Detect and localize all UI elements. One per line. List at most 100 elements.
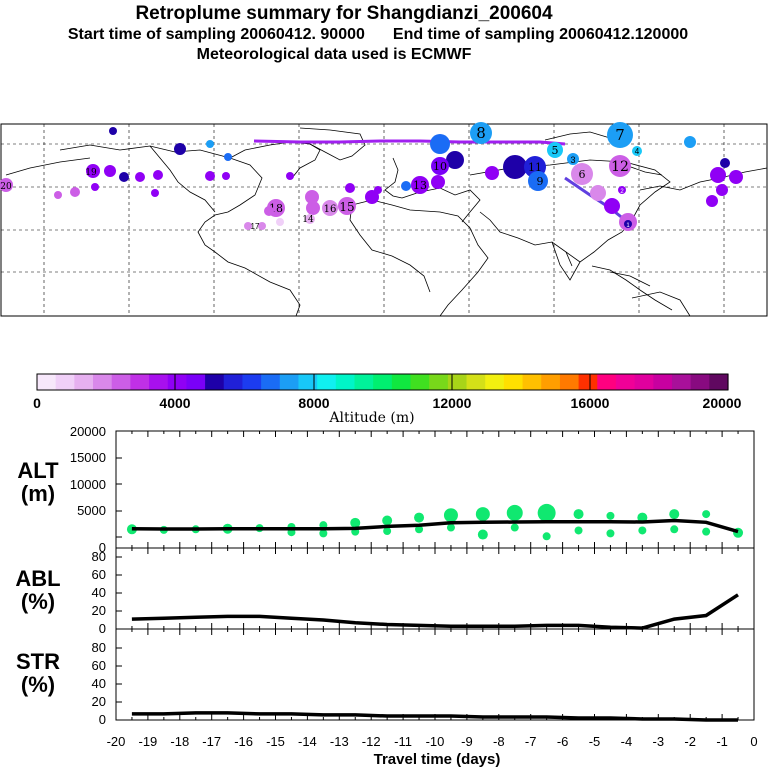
alt-cluster-point [415,525,424,534]
alt-cluster-point [510,523,519,532]
colorbar-cell [597,374,617,390]
alt-cluster-point [702,527,711,536]
plume-label-12: 12 [611,159,629,175]
abl-ytick: 80 [92,549,106,564]
x-tick-label: -14 [298,734,317,749]
alt-cluster-point [446,523,455,532]
str-ytick: 40 [92,676,106,691]
colorbar-cell [466,374,486,390]
str-ytick: 80 [92,640,106,655]
x-tick-label: -19 [139,734,158,749]
alt-cluster-point [542,532,551,541]
alt-cluster-point [537,503,556,522]
colorbar-cells [37,374,729,390]
colorbar-cell [709,374,729,390]
colorbar-tick: 20000 [703,395,742,411]
alt-cluster-point [573,509,584,520]
colorbar-cell [354,374,374,390]
x-tick-label: -16 [234,734,253,749]
alt-cluster-point [382,515,393,526]
alt-label: ALT [17,458,59,483]
alt-cluster-point [702,510,711,519]
x-tick-label: -1 [716,734,728,749]
colorbar-cell [578,374,598,390]
alt-cluster-point [475,507,490,522]
colorbar-tick: 4000 [159,395,190,411]
colorbar: 0 4000 8000 12000 16000 20000 Altitude (… [33,373,742,426]
coastlines [5,127,768,317]
abl-unit: (%) [21,589,55,614]
colorbar-cell [447,374,468,390]
colorbar-cell [167,374,188,390]
str-unit: (%) [21,672,55,697]
alt-cluster-point [637,512,648,523]
panel-abl: ABL (%) 0 20 40 60 80 [15,547,755,636]
colorbar-cell [93,374,113,390]
colorbar-cell [634,374,654,390]
x-tick-label: -12 [362,734,381,749]
plume-label-7: 7 [615,126,625,144]
alt-cluster-point [443,508,458,523]
x-tick-label: -20 [107,734,126,749]
str-ytick: 0 [99,712,106,727]
plume-label-17: 17 [251,222,260,231]
plume-label-9: 9 [537,175,544,188]
colorbar-cell [410,374,430,390]
x-tick-label: -7 [525,734,537,749]
map-panel: 7 8 5 4 3 12 11 10 9 6 13 [0,122,768,317]
map-graticule [1,124,767,316]
met-data-note: Meteorological data used is ECMWF [196,46,472,63]
alt-cluster-point [606,529,615,538]
x-tick-label: -8 [493,734,505,749]
alt-ytick: 0 [99,540,106,555]
colorbar-cell [223,374,244,390]
panel-alt: ALT (m) 0 5000 10000 15000 20000 [17,424,755,555]
colorbar-tick: 0 [33,395,41,411]
x-tick-label: 0 [750,734,757,749]
colorbar-cell [671,374,692,390]
abl-label: ABL [15,566,60,591]
plume-label-19: 19 [85,168,97,178]
colorbar-cell [653,374,673,390]
x-tick-label: -18 [170,734,189,749]
plume-label-6: 6 [579,168,586,181]
colorbar-frame [36,373,729,391]
colorbar-cell [429,374,449,390]
plume-path-asia [564,176,631,226]
chart-title: Retroplume summary for Shangdianzi_20060… [135,3,553,24]
x-axis [115,431,755,720]
colorbar-tick: 8000 [298,395,329,411]
end-time: End time of sampling 20060412.120000 [392,26,689,43]
colorbar-tick: 12000 [433,395,472,411]
str-ytick: 20 [92,694,106,709]
colorbar-cell [74,374,94,390]
colorbar-tick: 16000 [571,395,610,411]
colorbar-cell [149,374,169,390]
alt-cluster-point [638,526,647,535]
x-tick-label: -3 [653,734,665,749]
colorbar-cell [373,374,393,390]
colorbar-cell [279,374,300,390]
alt-ytick: 5000 [77,503,106,518]
alt-ytick: 10000 [70,477,106,492]
plume-markers: 7 8 5 4 3 12 11 10 9 6 13 [0,122,743,231]
plume-label-20: 20 [0,182,12,192]
alt-cluster-point [670,525,679,534]
colorbar-cell [242,374,262,390]
x-tick-label: -17 [202,734,221,749]
abl-ytick: 0 [99,621,106,636]
colorbar-cell [335,374,356,390]
plume-label-8: 8 [476,124,486,142]
alt-ytick: 20000 [70,424,106,439]
plume-label-2: 2 [620,189,624,195]
colorbar-cell [317,374,337,390]
plume-label-16: 16 [324,204,337,215]
plume-label-15: 15 [339,200,354,214]
colorbar-cell [503,374,524,390]
x-tick-label: -10 [426,734,445,749]
colorbar-cell [690,374,710,390]
colorbar-cell [298,374,318,390]
plume-label-10: 10 [433,160,447,173]
str-ytick: 60 [92,658,106,673]
x-tick-label: -13 [330,734,349,749]
